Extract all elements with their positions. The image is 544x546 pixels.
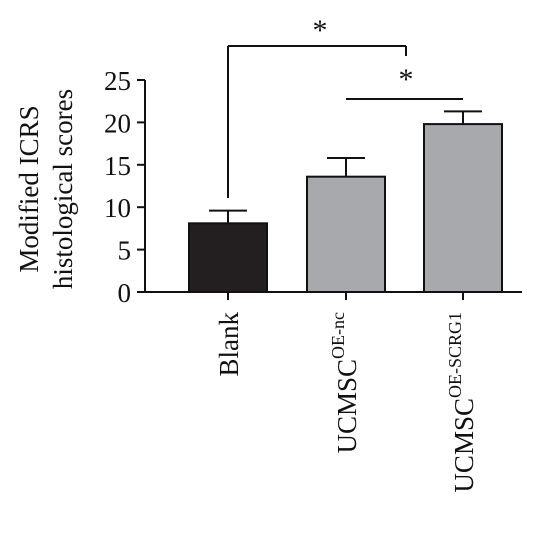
y-axis-label-line1: Modified ICRS [14,105,44,272]
bar [188,222,268,293]
x-tick-label: UCMSCOE-nc [328,312,362,454]
y-tick-label: 25 [104,66,131,96]
y-tick-label: 0 [118,278,132,308]
x-tick-label: UCMSCOE-SCRG1 [445,312,479,493]
significance-layer: ** [227,14,463,198]
significance-star: * [399,63,414,96]
x-tick-label-superscript: OE-nc [328,312,348,359]
error-bar-layer [209,110,482,224]
x-tick-label: Blank [214,312,244,377]
bar-layer [188,123,503,294]
significance-star: * [313,14,328,47]
y-tick-label: 10 [104,193,131,223]
y-tick-label: 5 [118,236,132,266]
y-tick-label: 20 [104,108,131,138]
x-tick-label-text: UCMSC [332,359,362,454]
y-axis-label-line2: histological scores [48,89,78,289]
y-tick-label: 15 [104,151,131,181]
label-layer: Modified ICRS histological scores Blank UCM… [14,89,479,493]
bar [306,175,386,293]
bar [423,123,503,294]
x-tick-label-text: Blank [214,312,244,377]
x-tick-label-text: UCMSC [449,398,479,493]
x-tick-label-superscript: OE-SCRG1 [445,312,465,398]
